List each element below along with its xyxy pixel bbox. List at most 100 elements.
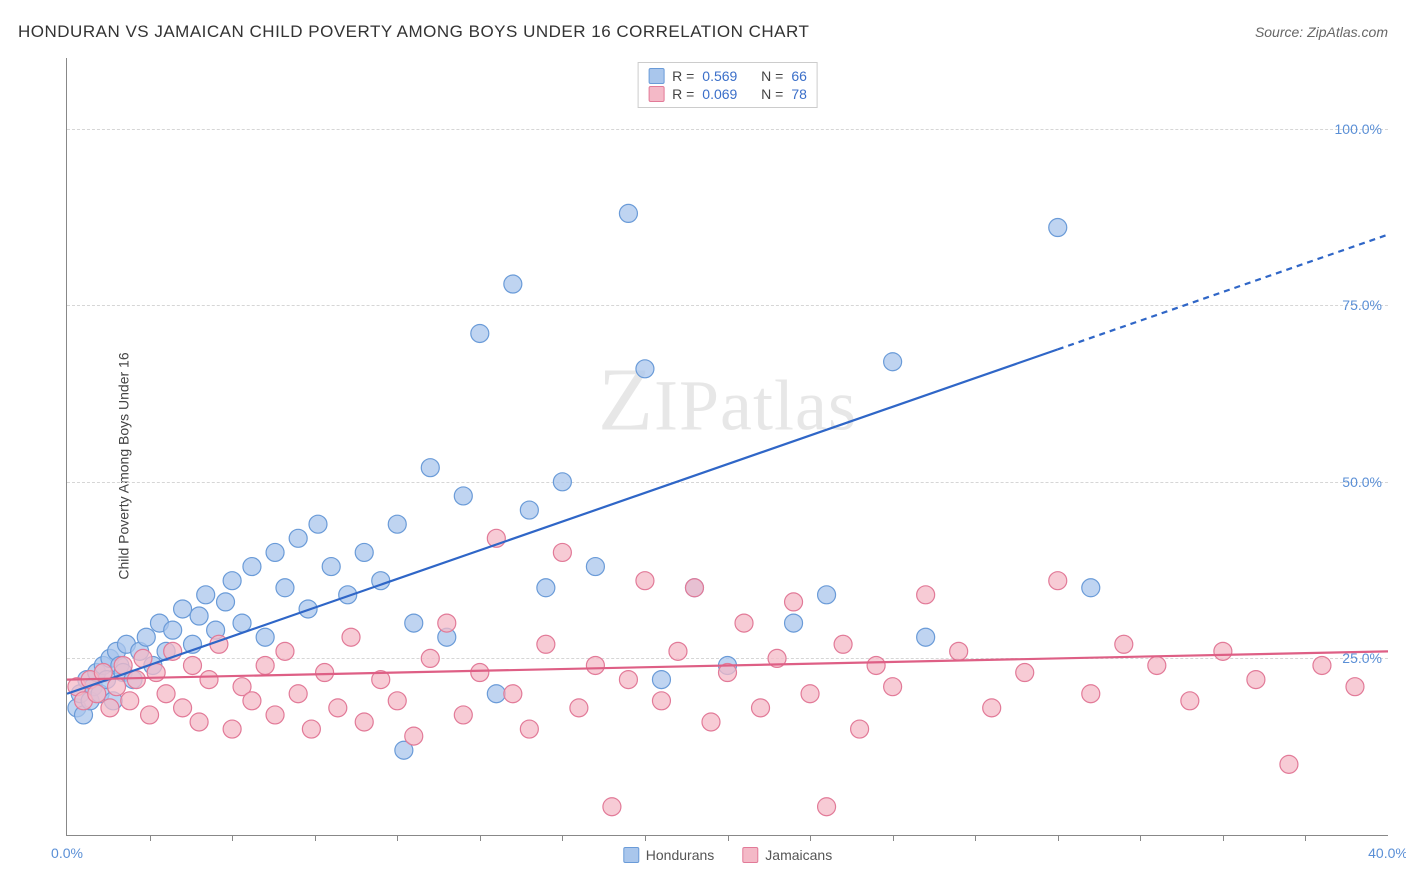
scatter-point-jamaicans [586, 656, 604, 674]
legend-r-label-1: R = [672, 86, 694, 102]
x-tick [1223, 835, 1224, 841]
source-name: ZipAtlas.com [1307, 24, 1388, 40]
scatter-point-jamaicans [1214, 642, 1232, 660]
scatter-point-jamaicans [702, 713, 720, 731]
scatter-point-jamaicans [1115, 635, 1133, 653]
regression-line-dashed-hondurans [1058, 235, 1388, 350]
legend-stats-row-1: R = 0.069 N = 78 [648, 85, 807, 103]
scatter-point-jamaicans [1346, 678, 1364, 696]
scatter-point-jamaicans [950, 642, 968, 660]
scatter-point-jamaicans [636, 572, 654, 590]
scatter-point-jamaicans [537, 635, 555, 653]
scatter-point-hondurans [289, 529, 307, 547]
scatter-point-jamaicans [276, 642, 294, 660]
scatter-point-jamaicans [1082, 685, 1100, 703]
scatter-point-hondurans [190, 607, 208, 625]
legend-bottom-label-1: Jamaicans [765, 847, 832, 863]
scatter-point-jamaicans [438, 614, 456, 632]
legend-bottom-swatch-0 [623, 847, 639, 863]
chart-source: Source: ZipAtlas.com [1255, 24, 1388, 40]
x-tick [728, 835, 729, 841]
scatter-point-jamaicans [818, 798, 836, 816]
legend-r-label-0: R = [672, 68, 694, 84]
scatter-point-hondurans [1082, 579, 1100, 597]
scatter-point-jamaicans [1049, 572, 1067, 590]
scatter-point-hondurans [197, 586, 215, 604]
scatter-point-hondurans [266, 543, 284, 561]
scatter-point-jamaicans [157, 685, 175, 703]
scatter-point-hondurans [388, 515, 406, 533]
regression-line-hondurans [67, 349, 1058, 693]
x-tick [562, 835, 563, 841]
scatter-point-jamaicans [355, 713, 373, 731]
scatter-point-hondurans [276, 579, 294, 597]
scatter-point-jamaicans [553, 543, 571, 561]
scatter-point-hondurans [818, 586, 836, 604]
plot-wrap: Child Poverty Among Boys Under 16 ZIPatl… [18, 58, 1388, 874]
legend-stats: R = 0.569 N = 66 R = 0.069 N = 78 [637, 62, 818, 108]
scatter-point-jamaicans [801, 685, 819, 703]
x-tick [810, 835, 811, 841]
scatter-point-jamaicans [471, 664, 489, 682]
scatter-point-jamaicans [243, 692, 261, 710]
scatter-point-hondurans [652, 671, 670, 689]
legend-swatch-0 [648, 68, 664, 84]
scatter-point-jamaicans [101, 699, 119, 717]
scatter-point-hondurans [917, 628, 935, 646]
scatter-point-jamaicans [190, 713, 208, 731]
scatter-point-hondurans [537, 579, 555, 597]
scatter-point-hondurans [619, 204, 637, 222]
scatter-point-hondurans [223, 572, 241, 590]
legend-n-label-1: N = [761, 86, 783, 102]
legend-n-label-0: N = [761, 68, 783, 84]
legend-r-value-0: 0.569 [702, 68, 737, 84]
scatter-point-jamaicans [917, 586, 935, 604]
scatter-point-jamaicans [520, 720, 538, 738]
x-tick [1305, 835, 1306, 841]
scatter-point-hondurans [405, 614, 423, 632]
scatter-point-jamaicans [256, 656, 274, 674]
x-tick [645, 835, 646, 841]
scatter-point-jamaicans [1247, 671, 1265, 689]
scatter-point-jamaicans [316, 664, 334, 682]
scatter-point-jamaicans [1148, 656, 1166, 674]
scatter-point-jamaicans [200, 671, 218, 689]
scatter-point-hondurans [137, 628, 155, 646]
scatter-point-hondurans [471, 324, 489, 342]
scatter-point-hondurans [174, 600, 192, 618]
scatter-point-hondurans [586, 558, 604, 576]
scatter-point-jamaicans [834, 635, 852, 653]
scatter-point-jamaicans [121, 692, 139, 710]
x-tick [150, 835, 151, 841]
scatter-point-hondurans [309, 515, 327, 533]
scatter-point-jamaicans [752, 699, 770, 717]
x-tick [315, 835, 316, 841]
scatter-point-hondurans [355, 543, 373, 561]
x-tick [232, 835, 233, 841]
scatter-point-hondurans [487, 685, 505, 703]
legend-item-1: Jamaicans [742, 847, 832, 863]
scatter-point-hondurans [322, 558, 340, 576]
x-tick [397, 835, 398, 841]
x-tick [975, 835, 976, 841]
scatter-point-hondurans [421, 459, 439, 477]
x-axis-min-label: 0.0% [51, 845, 83, 861]
x-tick [1140, 835, 1141, 841]
scatter-point-jamaicans [735, 614, 753, 632]
legend-n-value-0: 66 [791, 68, 807, 84]
scatter-point-jamaicans [108, 678, 126, 696]
scatter-point-hondurans [520, 501, 538, 519]
scatter-point-jamaicans [652, 692, 670, 710]
scatter-point-jamaicans [1181, 692, 1199, 710]
scatter-point-jamaicans [223, 720, 241, 738]
scatter-point-hondurans [636, 360, 654, 378]
scatter-point-jamaicans [1313, 656, 1331, 674]
scatter-point-hondurans [233, 614, 251, 632]
legend-item-0: Hondurans [623, 847, 715, 863]
x-tick [1058, 835, 1059, 841]
scatter-point-jamaicans [289, 685, 307, 703]
scatter-point-hondurans [256, 628, 274, 646]
scatter-point-jamaicans [1016, 664, 1034, 682]
scatter-point-jamaicans [851, 720, 869, 738]
scatter-point-hondurans [785, 614, 803, 632]
